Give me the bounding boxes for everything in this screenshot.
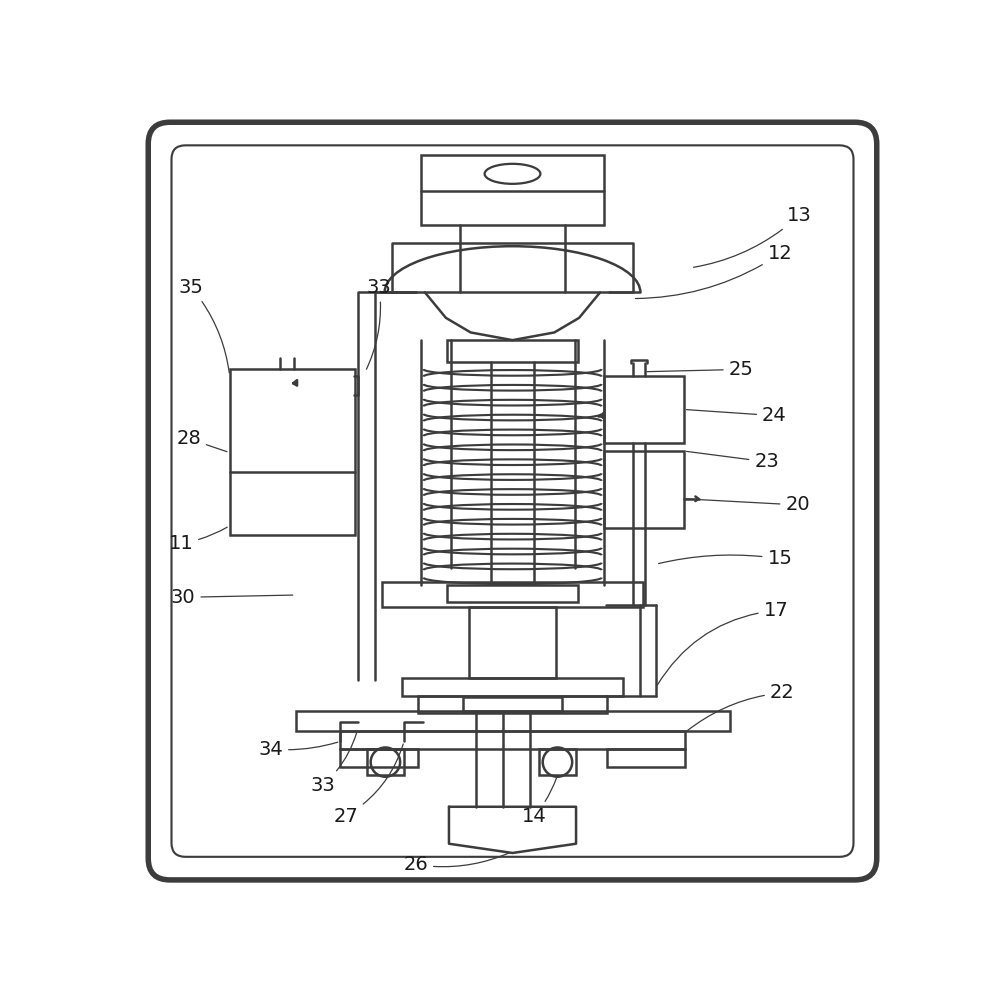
Bar (230, 369, 355, 535)
Text: 20: 20 (687, 496, 810, 514)
Bar (604, 375, 684, 443)
Text: 23: 23 (687, 452, 779, 472)
Bar (463, 697, 562, 711)
Bar (421, 155, 604, 224)
Text: 28: 28 (176, 429, 227, 452)
Bar (469, 607, 556, 678)
Bar (418, 696, 607, 713)
Text: 17: 17 (657, 601, 788, 685)
Bar (296, 711, 730, 731)
Text: 34: 34 (258, 740, 338, 759)
Bar (604, 451, 684, 528)
Bar (402, 678, 623, 696)
Text: 27: 27 (334, 744, 403, 825)
Text: 33: 33 (310, 733, 357, 794)
Text: 35: 35 (178, 277, 229, 372)
Bar (447, 585, 578, 602)
Text: 12: 12 (635, 244, 792, 299)
Bar (607, 749, 685, 767)
Bar (382, 582, 643, 607)
Bar (340, 749, 418, 767)
Text: 25: 25 (647, 359, 754, 379)
Text: 13: 13 (693, 206, 812, 267)
Bar (367, 749, 404, 776)
Text: 14: 14 (522, 778, 557, 825)
Bar (447, 341, 578, 361)
Text: 30: 30 (171, 588, 293, 607)
Text: 26: 26 (403, 853, 510, 874)
Bar (539, 749, 576, 776)
Text: 11: 11 (168, 527, 227, 553)
Text: 22: 22 (687, 683, 795, 731)
Text: 24: 24 (687, 406, 787, 425)
Text: 33: 33 (366, 277, 392, 369)
Bar (340, 731, 685, 749)
Text: 15: 15 (659, 549, 792, 568)
